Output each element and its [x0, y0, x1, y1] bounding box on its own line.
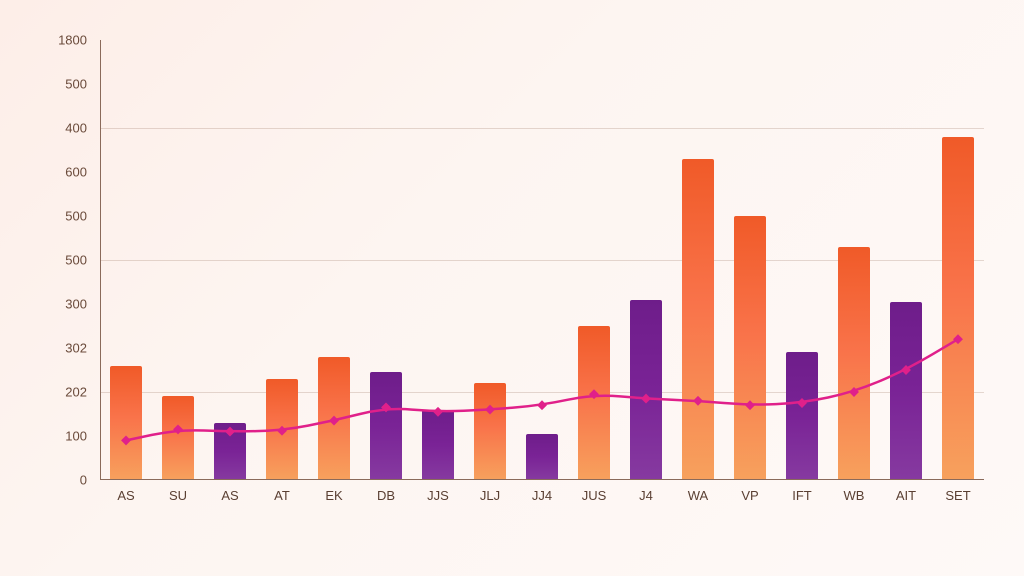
y-axis: 01002023023005005006004005001800	[40, 40, 95, 480]
line-marker	[693, 396, 703, 406]
line-marker	[537, 400, 547, 410]
line-marker	[173, 424, 183, 434]
line-marker	[485, 405, 495, 415]
x-tick-label: VP	[741, 488, 758, 503]
x-tick-label: EK	[325, 488, 342, 503]
line-marker	[433, 407, 443, 417]
y-tick-label: 500	[65, 253, 87, 268]
y-tick-label: 300	[65, 297, 87, 312]
x-tick-label: DB	[377, 488, 395, 503]
plot-area	[100, 40, 984, 480]
y-tick-label: 500	[65, 77, 87, 92]
y-tick-label: 202	[65, 385, 87, 400]
y-tick-label: 1800	[58, 33, 87, 48]
x-tick-label: JJS	[427, 488, 449, 503]
x-tick-label: J4	[639, 488, 653, 503]
line-marker	[277, 426, 287, 436]
line-marker	[225, 427, 235, 437]
x-tick-label: JUS	[582, 488, 607, 503]
x-tick-label: WB	[844, 488, 865, 503]
line-marker	[641, 394, 651, 404]
line-marker	[745, 400, 755, 410]
line-marker	[589, 389, 599, 399]
line-series	[100, 40, 984, 480]
line-marker	[797, 398, 807, 408]
line-path	[126, 339, 958, 440]
y-tick-label: 302	[65, 341, 87, 356]
x-tick-label: WA	[688, 488, 708, 503]
x-tick-label: AIT	[896, 488, 916, 503]
y-tick-label: 100	[65, 429, 87, 444]
y-tick-label: 500	[65, 209, 87, 224]
line-marker	[329, 416, 339, 426]
x-tick-label: SET	[945, 488, 970, 503]
y-tick-label: 600	[65, 165, 87, 180]
x-tick-label: AS	[117, 488, 134, 503]
x-tick-label: AT	[274, 488, 290, 503]
x-tick-label: IFT	[792, 488, 812, 503]
x-tick-label: JLJ	[480, 488, 500, 503]
x-tick-label: JJ4	[532, 488, 552, 503]
x-tick-label: SU	[169, 488, 187, 503]
x-axis-line	[100, 479, 984, 480]
chart-container: 01002023023005005006004005001800 ASSUASA…	[40, 40, 984, 536]
x-tick-label: AS	[221, 488, 238, 503]
line-marker	[121, 435, 131, 445]
y-tick-label: 400	[65, 121, 87, 136]
y-tick-label: 0	[80, 473, 87, 488]
x-axis: AS SU AS AT EK DB JJS JLJ JJ4 JUS J4 WA VP IFT WB AIT SE…	[100, 488, 984, 518]
